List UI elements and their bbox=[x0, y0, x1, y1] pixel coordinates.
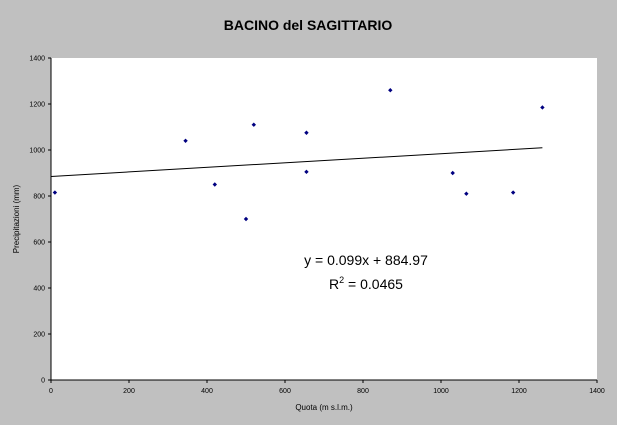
x-tick-label: 400 bbox=[201, 388, 213, 395]
data-point bbox=[388, 88, 393, 93]
r-squared-label: R2 = 0.0465 bbox=[329, 275, 403, 292]
plot-area bbox=[51, 58, 597, 380]
y-tick-label: 200 bbox=[33, 332, 45, 339]
data-point bbox=[304, 169, 309, 175]
r-squared-value: = 0.0465 bbox=[344, 276, 403, 292]
y-tick-label: 1400 bbox=[29, 56, 45, 63]
data-point bbox=[243, 216, 249, 222]
y-tick-label: 800 bbox=[33, 194, 45, 201]
x-tick-label: 600 bbox=[279, 388, 291, 395]
x-axis-label: Quota (m s.l.m.) bbox=[295, 403, 353, 412]
data-point bbox=[464, 191, 469, 196]
data-point bbox=[183, 138, 188, 143]
data-point bbox=[510, 190, 516, 195]
data-point bbox=[450, 170, 455, 176]
y-axis-label: Precipitazioni (mm) bbox=[12, 184, 21, 253]
trendline bbox=[50, 147, 543, 177]
data-point bbox=[540, 105, 545, 110]
data-point bbox=[304, 130, 309, 135]
data-point bbox=[212, 182, 217, 187]
x-axis: 0 200 400 600 800 1000 1200 1400 bbox=[49, 379, 605, 395]
x-tick-label: 1200 bbox=[511, 388, 527, 395]
y-axis: 0 200 400 600 800 1000 1200 1400 bbox=[29, 56, 52, 385]
x-tick-label: 1000 bbox=[433, 388, 449, 395]
x-tick-label: 200 bbox=[123, 388, 135, 395]
y-tick-label: 1000 bbox=[29, 148, 45, 155]
data-points bbox=[52, 88, 545, 222]
x-tick-label: 1400 bbox=[589, 388, 605, 395]
data-point bbox=[52, 190, 58, 195]
y-tick-label: 1200 bbox=[29, 102, 45, 109]
r-squared-exponent: 2 bbox=[339, 275, 344, 285]
data-point bbox=[251, 122, 256, 127]
r-squared-prefix: R bbox=[329, 276, 339, 292]
y-tick-label: 600 bbox=[33, 240, 45, 247]
x-tick-label: 0 bbox=[49, 388, 53, 395]
chart-title: BACINO del SAGITTARIO bbox=[224, 17, 393, 33]
y-tick-label: 0 bbox=[41, 378, 45, 385]
x-tick-label: 800 bbox=[357, 388, 369, 395]
trendline-equation: y = 0.099x + 884.97 bbox=[304, 252, 428, 268]
y-tick-label: 400 bbox=[33, 286, 45, 293]
